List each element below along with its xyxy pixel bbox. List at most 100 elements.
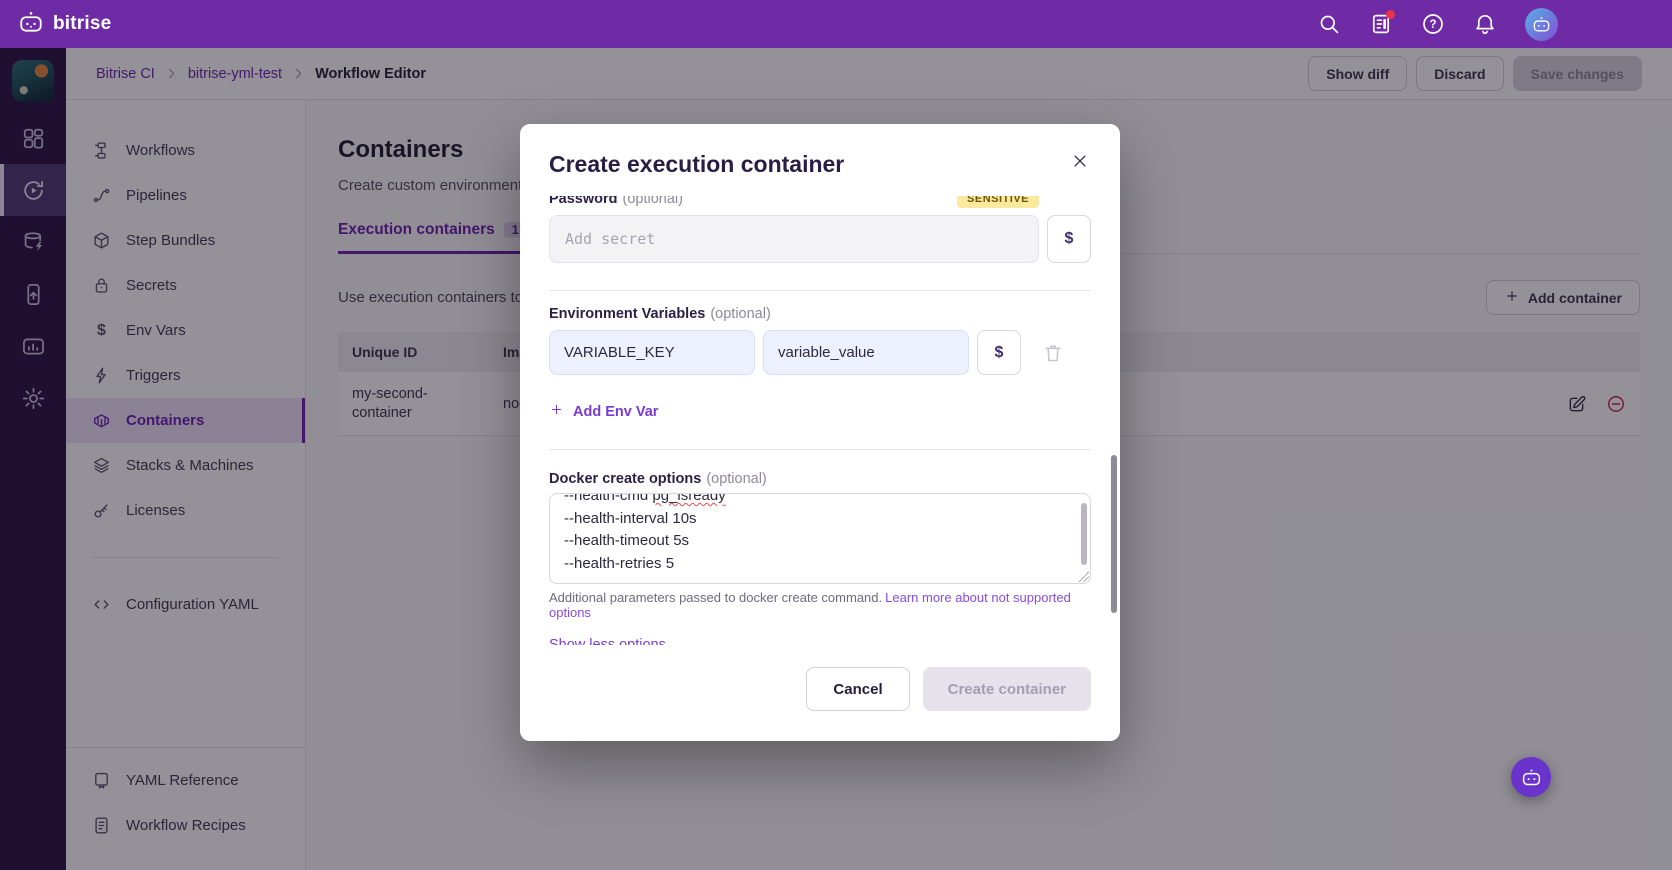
plus-icon — [1504, 288, 1520, 307]
brand-name: bitrise — [53, 13, 112, 34]
sidebar-item-env-vars[interactable]: $ Env Vars — [66, 308, 305, 353]
bitrise-robot-icon — [18, 9, 44, 40]
resize-handle-icon[interactable] — [1078, 571, 1089, 582]
header-actions: Show diff Discard Save changes — [1308, 56, 1642, 91]
docker-options-textarea[interactable]: --health-cmd pg_isready --health-interva… — [549, 493, 1091, 584]
breadcrumb-bitrise-ci[interactable]: Bitrise CI — [96, 65, 155, 82]
textarea-content: --health-cmd pg_isready --health-interva… — [564, 493, 1076, 575]
rail-insights-icon[interactable] — [0, 320, 66, 372]
table-toolbar: Use execution containers to Add containe… — [338, 280, 1640, 315]
modal-scrollbar[interactable] — [1111, 455, 1117, 613]
row-actions — [1516, 394, 1626, 414]
bitrise-logo[interactable]: bitrise — [18, 9, 111, 40]
env-value-input[interactable] — [763, 330, 969, 375]
discard-button[interactable]: Discard — [1416, 56, 1504, 91]
show-less-options-link[interactable]: Show less options — [549, 637, 666, 645]
docker-options-field: Docker create options (optional) --health… — [549, 470, 1091, 620]
sidebar-item-workflow-recipes[interactable]: Workflow Recipes — [66, 803, 305, 848]
sidebar-item-label: Stacks & Machines — [126, 457, 254, 474]
docker-options-label: Docker create options (optional) — [549, 471, 767, 487]
workflow-editor-sidebar: Workflows Pipelines Step Bundles Secrets… — [66, 100, 306, 870]
page-title: Containers — [338, 136, 464, 163]
close-icon[interactable] — [1071, 150, 1093, 172]
rail-release-management-icon[interactable] — [0, 268, 66, 320]
password-field: Password(optional) SENSITIVE $ — [549, 196, 1091, 263]
add-env-var-button[interactable]: Add Env Var — [549, 402, 658, 421]
rail-settings-gear-icon[interactable] — [0, 372, 66, 424]
rail-build-cache-icon[interactable] — [0, 216, 66, 268]
sidebar-item-containers[interactable]: Containers — [66, 398, 305, 443]
trash-icon[interactable] — [1042, 342, 1064, 364]
changelog-icon[interactable] — [1369, 10, 1395, 36]
help-icon[interactable]: ? — [1421, 12, 1445, 36]
sidebar-item-yaml-reference[interactable]: YAML Reference — [66, 758, 305, 803]
sidebar-item-label: Step Bundles — [126, 232, 216, 249]
pipelines-icon — [92, 186, 111, 205]
sensitive-badge: SENSITIVE — [957, 196, 1039, 208]
chat-widget-button[interactable] — [1511, 757, 1551, 797]
sidebar-item-step-bundles[interactable]: Step Bundles — [66, 218, 305, 263]
breadcrumb-current: Workflow Editor — [315, 65, 426, 82]
plus-icon — [549, 402, 564, 421]
sidebar-item-label: Workflows — [126, 142, 195, 159]
breadcrumb-project[interactable]: bitrise-yml-test — [187, 65, 283, 82]
add-container-button[interactable]: Add container — [1485, 280, 1640, 315]
sidebar-divider — [92, 557, 279, 558]
create-execution-container-modal: Create execution container Password (opti… — [520, 124, 1120, 741]
notification-dot — [1386, 10, 1395, 19]
topbar-actions: ? — [1317, 7, 1654, 41]
key-icon — [92, 501, 111, 520]
misspelled-word: pg_isready — [652, 493, 726, 504]
chevron-right-icon — [291, 66, 306, 81]
sidebar-item-label: Triggers — [126, 367, 181, 384]
insert-env-variable-button[interactable]: $ — [977, 330, 1021, 375]
search-icon[interactable] — [1317, 12, 1341, 36]
app-rail — [0, 48, 66, 870]
sidebar-item-licenses[interactable]: Licenses — [66, 488, 305, 533]
create-container-button[interactable]: Create container — [922, 667, 1091, 711]
sidebar-item-label: Containers — [126, 412, 205, 429]
container-unique-id: my-second-container — [352, 385, 428, 421]
section-divider — [549, 449, 1091, 450]
sidebar-item-configuration-yaml[interactable]: Configuration YAML — [66, 582, 305, 627]
workspace-avatar[interactable] — [12, 60, 54, 102]
show-diff-button[interactable]: Show diff — [1308, 56, 1408, 91]
docker-options-helper: Additional parameters passed to docker c… — [549, 590, 1071, 620]
remove-container-icon[interactable] — [1606, 394, 1626, 414]
breadcrumb: Bitrise CI bitrise-yml-test Workflow Edi… — [66, 48, 1672, 100]
layers-icon — [92, 456, 111, 475]
env-vars-label: Environment Variables (optional) — [549, 306, 771, 322]
sidebar-item-label: Pipelines — [126, 187, 187, 204]
sidebar-item-triggers[interactable]: Triggers — [66, 353, 305, 398]
env-key-input[interactable] — [549, 330, 755, 375]
password-input[interactable] — [549, 215, 1039, 263]
sidebar-item-secrets[interactable]: Secrets — [66, 263, 305, 308]
page-subtitle: Create custom environments an — [338, 177, 551, 194]
learn-more-link[interactable]: Learn more about not supported options — [549, 590, 1071, 620]
user-avatar[interactable] — [1525, 7, 1558, 41]
edit-container-icon[interactable] — [1567, 394, 1587, 414]
textarea-scrollbar[interactable] — [1081, 503, 1087, 565]
workflows-icon — [92, 141, 111, 160]
sidebar-item-label: Env Vars — [126, 322, 186, 339]
section-divider — [549, 290, 1091, 291]
sidebar-item-stacks-machines[interactable]: Stacks & Machines — [66, 443, 305, 488]
tab-label: Execution containers — [338, 221, 495, 238]
cancel-button[interactable]: Cancel — [806, 667, 910, 711]
sidebar-item-label: Licenses — [126, 502, 186, 519]
rail-ci-icon[interactable] — [0, 164, 66, 216]
sidebar-item-workflows[interactable]: Workflows — [66, 128, 305, 173]
code-icon — [92, 595, 111, 614]
insert-secret-variable-button[interactable]: $ — [1047, 215, 1091, 263]
sidebar-item-pipelines[interactable]: Pipelines — [66, 173, 305, 218]
dollar-icon: $ — [97, 321, 106, 339]
modal-body[interactable]: Password(optional) SENSITIVE $ Environme… — [549, 196, 1091, 645]
rail-dashboard-icon[interactable] — [0, 112, 66, 164]
topbar: bitrise ? — [0, 0, 1672, 48]
modal-footer: Cancel Create container — [549, 667, 1091, 711]
sidebar-item-label: Configuration YAML — [126, 596, 259, 613]
section-description: Use execution containers to — [338, 289, 524, 306]
save-changes-button[interactable]: Save changes — [1512, 56, 1642, 91]
notifications-bell-icon[interactable] — [1473, 12, 1497, 36]
